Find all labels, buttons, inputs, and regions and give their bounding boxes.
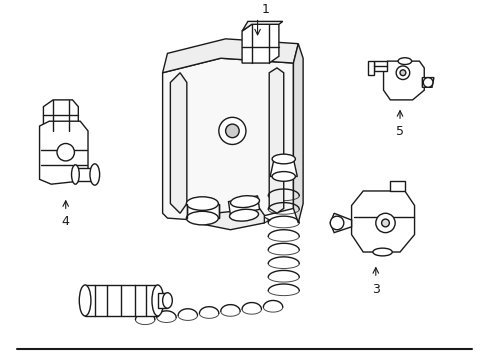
- Polygon shape: [75, 168, 95, 181]
- Polygon shape: [163, 39, 298, 73]
- Ellipse shape: [229, 209, 258, 221]
- Polygon shape: [373, 61, 386, 71]
- Polygon shape: [389, 181, 404, 191]
- Ellipse shape: [271, 154, 295, 164]
- Circle shape: [375, 213, 394, 233]
- Ellipse shape: [271, 172, 295, 181]
- Ellipse shape: [372, 248, 391, 256]
- Polygon shape: [367, 61, 373, 75]
- Polygon shape: [242, 24, 278, 63]
- Text: 1: 1: [261, 3, 269, 15]
- Circle shape: [399, 70, 405, 76]
- Ellipse shape: [152, 285, 163, 316]
- Ellipse shape: [163, 293, 172, 308]
- Polygon shape: [293, 44, 303, 223]
- Ellipse shape: [397, 58, 411, 64]
- Circle shape: [225, 124, 239, 138]
- Polygon shape: [242, 21, 282, 31]
- Circle shape: [329, 216, 343, 230]
- Polygon shape: [422, 78, 433, 87]
- Circle shape: [381, 219, 388, 227]
- Text: 3: 3: [371, 283, 379, 296]
- Ellipse shape: [186, 211, 218, 225]
- Polygon shape: [351, 191, 414, 252]
- Circle shape: [218, 117, 245, 144]
- Polygon shape: [40, 121, 88, 184]
- Circle shape: [423, 78, 432, 87]
- Ellipse shape: [90, 164, 100, 185]
- Circle shape: [57, 144, 74, 161]
- Polygon shape: [85, 285, 158, 316]
- Polygon shape: [196, 208, 264, 230]
- Ellipse shape: [230, 196, 259, 208]
- Polygon shape: [383, 61, 424, 100]
- Text: 4: 4: [61, 215, 69, 228]
- Circle shape: [395, 66, 409, 80]
- Ellipse shape: [79, 285, 91, 316]
- Text: 2: 2: [255, 213, 264, 226]
- Text: 5: 5: [395, 125, 403, 138]
- Ellipse shape: [186, 197, 218, 210]
- Polygon shape: [163, 58, 293, 223]
- Polygon shape: [329, 213, 351, 233]
- Polygon shape: [43, 100, 78, 131]
- Polygon shape: [186, 203, 218, 218]
- Polygon shape: [269, 68, 283, 213]
- Polygon shape: [158, 293, 167, 308]
- Polygon shape: [270, 159, 297, 176]
- Ellipse shape: [71, 165, 79, 184]
- Polygon shape: [170, 73, 186, 213]
- Polygon shape: [228, 196, 259, 215]
